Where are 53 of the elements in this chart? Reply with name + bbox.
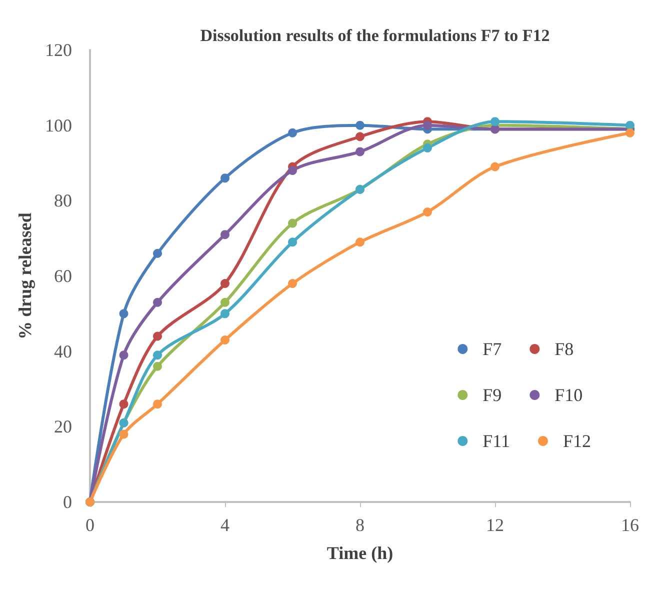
point	[220, 336, 230, 345]
point	[220, 230, 230, 240]
chart-title: Dissolution results of the formulations F7 to F12	[200, 26, 550, 45]
point	[288, 166, 297, 176]
legend-label: F7	[482, 339, 502, 359]
point	[119, 430, 128, 439]
y-tick-label: 100	[45, 115, 72, 136]
point	[153, 248, 162, 258]
point	[356, 120, 364, 130]
legend-label: F10	[554, 385, 583, 405]
point	[626, 128, 634, 138]
y-tick-label: 60	[54, 266, 72, 286]
point	[356, 147, 364, 156]
point	[119, 400, 128, 409]
point	[119, 309, 128, 318]
point	[288, 238, 297, 247]
point	[356, 238, 364, 247]
point	[288, 218, 297, 228]
point	[220, 174, 230, 183]
x-tick-label: 8	[356, 515, 364, 535]
point	[423, 120, 432, 130]
point	[153, 400, 162, 409]
point	[153, 362, 162, 371]
point	[153, 298, 162, 307]
point	[119, 350, 128, 360]
y-tick-label: 40	[54, 341, 72, 362]
x-tick-label: 12	[486, 515, 504, 535]
point	[153, 350, 162, 360]
legend-label: F11	[482, 431, 510, 451]
legend-label: F9	[482, 385, 502, 405]
point	[288, 128, 297, 138]
x-tick-label: 0	[86, 515, 94, 535]
point	[626, 120, 634, 130]
point	[220, 309, 230, 318]
legend-label: F8	[554, 339, 574, 359]
x-tick-label: 16	[621, 515, 639, 535]
point	[423, 143, 432, 152]
point	[490, 162, 500, 172]
x-axis-title: Time (h)	[326, 543, 394, 563]
point	[220, 279, 230, 288]
y-tick-label: 80	[54, 190, 72, 211]
point	[220, 298, 230, 307]
y-tick-label: 120	[45, 40, 72, 60]
point	[490, 117, 500, 126]
point	[288, 279, 297, 288]
y-tick-label: 0	[63, 492, 72, 512]
legend-label: F12	[562, 431, 592, 451]
x-tick-label: 4	[220, 515, 230, 535]
point	[356, 132, 364, 142]
point	[423, 207, 432, 216]
y-axis-title: % drug released	[15, 212, 36, 340]
point	[153, 332, 162, 341]
y-tick-label: 20	[54, 416, 72, 437]
